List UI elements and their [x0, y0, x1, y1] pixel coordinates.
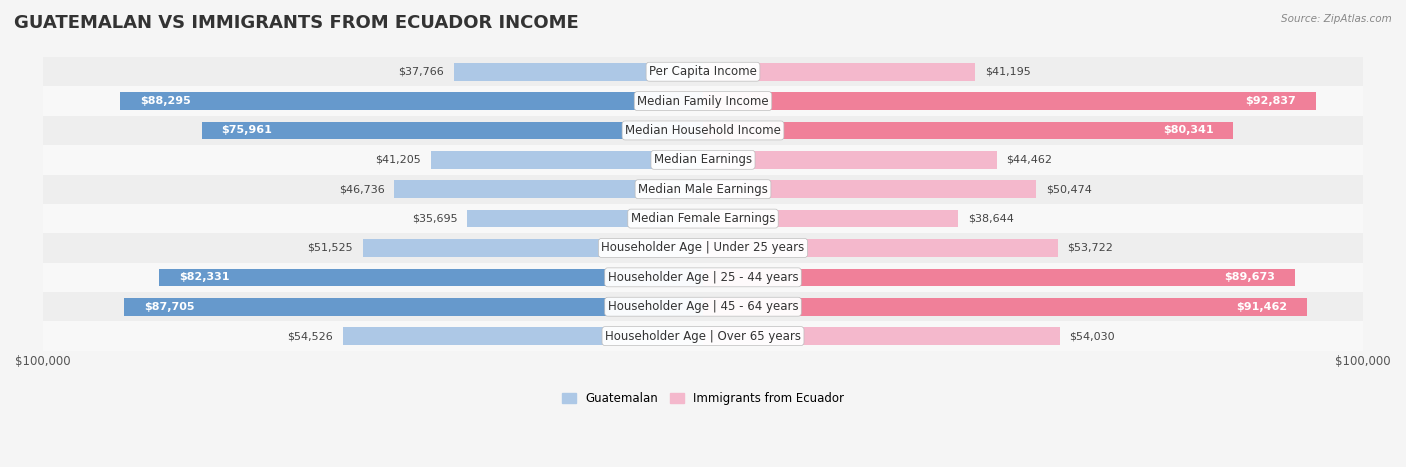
- Bar: [42, 321, 1364, 351]
- Text: Per Capita Income: Per Capita Income: [650, 65, 756, 78]
- Text: Median Male Earnings: Median Male Earnings: [638, 183, 768, 196]
- Bar: [703, 121, 1233, 139]
- Text: $51,525: $51,525: [308, 243, 353, 253]
- Text: $41,205: $41,205: [375, 155, 420, 165]
- Text: Median Family Income: Median Family Income: [637, 95, 769, 107]
- Bar: [703, 210, 957, 227]
- Bar: [703, 327, 1060, 345]
- Text: $38,644: $38,644: [967, 213, 1014, 224]
- Bar: [454, 63, 703, 80]
- Text: $41,195: $41,195: [984, 67, 1031, 77]
- Bar: [467, 210, 703, 227]
- Bar: [201, 121, 703, 139]
- Bar: [432, 151, 703, 169]
- Text: $91,462: $91,462: [1236, 302, 1286, 311]
- Bar: [343, 327, 703, 345]
- Text: Householder Age | 45 - 64 years: Householder Age | 45 - 64 years: [607, 300, 799, 313]
- Text: $89,673: $89,673: [1225, 272, 1275, 283]
- Text: $46,736: $46,736: [339, 184, 385, 194]
- Text: $88,295: $88,295: [139, 96, 191, 106]
- Text: $50,474: $50,474: [1046, 184, 1092, 194]
- Text: $44,462: $44,462: [1007, 155, 1053, 165]
- Text: $37,766: $37,766: [398, 67, 444, 77]
- Text: Median Female Earnings: Median Female Earnings: [631, 212, 775, 225]
- Text: $54,030: $54,030: [1070, 331, 1115, 341]
- Bar: [42, 116, 1364, 145]
- Legend: Guatemalan, Immigrants from Ecuador: Guatemalan, Immigrants from Ecuador: [557, 387, 849, 410]
- Text: Source: ZipAtlas.com: Source: ZipAtlas.com: [1281, 14, 1392, 24]
- Bar: [703, 92, 1316, 110]
- Bar: [159, 269, 703, 286]
- Bar: [42, 204, 1364, 234]
- Bar: [42, 86, 1364, 116]
- Bar: [42, 145, 1364, 175]
- Bar: [42, 57, 1364, 86]
- Bar: [703, 239, 1057, 257]
- Text: $35,695: $35,695: [412, 213, 457, 224]
- Bar: [395, 180, 703, 198]
- Bar: [363, 239, 703, 257]
- Text: Median Household Income: Median Household Income: [626, 124, 780, 137]
- Bar: [703, 180, 1036, 198]
- Text: $92,837: $92,837: [1246, 96, 1296, 106]
- Text: GUATEMALAN VS IMMIGRANTS FROM ECUADOR INCOME: GUATEMALAN VS IMMIGRANTS FROM ECUADOR IN…: [14, 14, 579, 32]
- Bar: [703, 63, 974, 80]
- Bar: [42, 292, 1364, 321]
- Bar: [703, 269, 1295, 286]
- Text: $54,526: $54,526: [287, 331, 333, 341]
- Text: $87,705: $87,705: [143, 302, 194, 311]
- Bar: [703, 298, 1306, 316]
- Text: Householder Age | Under 25 years: Householder Age | Under 25 years: [602, 241, 804, 255]
- Bar: [42, 262, 1364, 292]
- Bar: [124, 298, 703, 316]
- Text: $80,341: $80,341: [1163, 126, 1213, 135]
- Text: Householder Age | 25 - 44 years: Householder Age | 25 - 44 years: [607, 271, 799, 284]
- Text: $75,961: $75,961: [221, 126, 273, 135]
- Text: Householder Age | Over 65 years: Householder Age | Over 65 years: [605, 330, 801, 343]
- Bar: [42, 234, 1364, 262]
- Bar: [120, 92, 703, 110]
- Bar: [703, 151, 997, 169]
- Text: $82,331: $82,331: [180, 272, 229, 283]
- Text: Median Earnings: Median Earnings: [654, 153, 752, 166]
- Text: $53,722: $53,722: [1067, 243, 1114, 253]
- Bar: [42, 175, 1364, 204]
